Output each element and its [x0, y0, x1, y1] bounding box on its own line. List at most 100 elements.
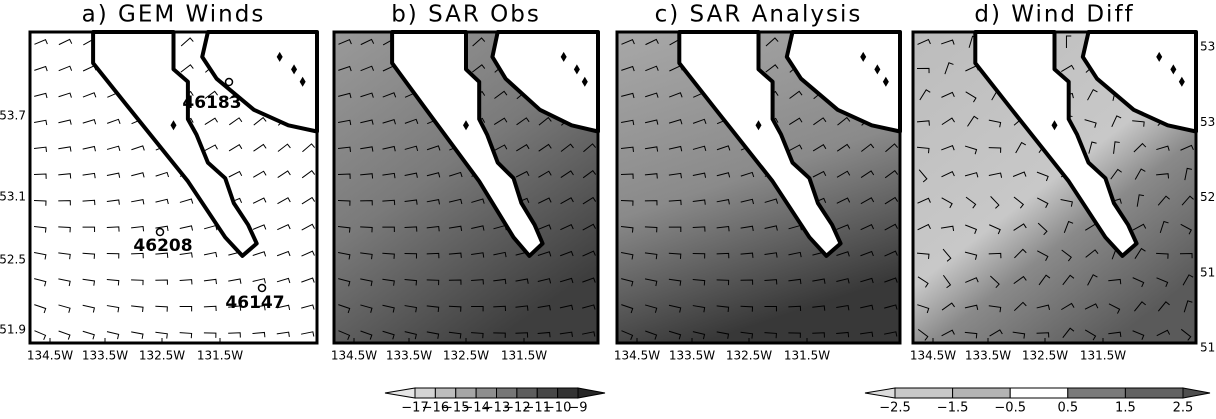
wind-barb	[668, 145, 683, 152]
wind-barb	[448, 279, 462, 285]
wind-barb	[253, 170, 267, 178]
wind-barb	[560, 197, 574, 205]
wind-barb	[82, 278, 96, 286]
wind-barb	[360, 330, 373, 340]
wind-barb	[1184, 167, 1192, 181]
wind-barb	[917, 304, 930, 314]
wind-barb	[1132, 120, 1145, 127]
wind-barb	[668, 252, 682, 259]
wind-barb	[472, 37, 486, 47]
wind-barb	[764, 198, 779, 204]
island	[860, 51, 867, 62]
wind-barb	[82, 119, 97, 125]
wind-barb	[965, 277, 979, 283]
wind-barb	[82, 145, 96, 152]
wind-barb	[337, 200, 351, 206]
wind-barb	[692, 172, 707, 178]
wind-barb	[426, 199, 440, 205]
wind-barb	[33, 173, 47, 179]
wind-barb	[941, 197, 953, 209]
y-tick-label: 53.7	[1200, 40, 1216, 54]
wind-barb	[426, 252, 440, 259]
wind-barb	[382, 330, 395, 340]
wind-barb	[106, 331, 120, 340]
wind-barb	[204, 117, 218, 125]
wind-barb	[34, 330, 47, 340]
wind-barb	[228, 170, 243, 178]
wind-barb	[338, 119, 352, 126]
wind-barb	[131, 305, 144, 313]
wind-barb	[884, 196, 899, 205]
wind-barb	[301, 304, 315, 310]
colorbar-label: −14	[462, 401, 489, 416]
wind-barb	[964, 145, 978, 155]
wind-barb	[382, 304, 395, 313]
wind-barb	[1134, 301, 1147, 312]
wind-barb	[203, 251, 218, 258]
wind-barb	[944, 62, 954, 75]
buoy-label: 46147	[225, 293, 284, 313]
wind-barb	[559, 304, 574, 311]
wind-barb	[836, 278, 850, 284]
wind-barb	[788, 278, 802, 285]
island	[1051, 120, 1058, 131]
wind-barb	[860, 223, 875, 231]
wind-barb	[34, 304, 47, 314]
wind-barb	[131, 252, 144, 259]
wind-barb	[1134, 168, 1146, 180]
wind-barb	[404, 172, 418, 178]
wind-barb	[179, 332, 193, 339]
wind-barb	[58, 38, 73, 46]
wind-barb	[836, 331, 850, 338]
wind-barb	[964, 304, 979, 311]
wind-barb	[916, 146, 930, 154]
wind-barb	[644, 146, 659, 152]
wind-barb	[836, 304, 850, 311]
wind-barb	[1037, 222, 1048, 236]
island	[276, 51, 283, 62]
wind-barb	[252, 224, 267, 230]
wind-barb	[860, 277, 874, 284]
wind-barb	[812, 278, 826, 284]
wind-barb	[301, 223, 315, 231]
wind-barb	[860, 170, 875, 178]
wind-barb	[82, 199, 96, 206]
wind-barb	[884, 170, 899, 179]
panel-title: a) GEM Winds	[82, 2, 266, 28]
wind-barb	[1180, 144, 1194, 151]
colorbar-label: −2.5	[879, 401, 911, 416]
wind-barb	[1036, 304, 1050, 310]
wind-barb	[989, 329, 1003, 337]
wind-barb	[404, 305, 418, 313]
wind-barb	[692, 279, 706, 286]
colorbar-box	[952, 387, 1011, 399]
wind-barb	[621, 92, 635, 99]
colorbar-label: −11	[524, 401, 551, 416]
wind-barb	[34, 252, 47, 260]
y-tick-label: 53.7	[0, 109, 26, 123]
wind-barb	[716, 225, 730, 232]
wind-barb	[382, 145, 396, 152]
colorbar-label: −10	[544, 401, 571, 416]
land	[677, 30, 843, 258]
wind-barb	[179, 252, 193, 258]
wind-barb	[941, 171, 955, 178]
colorbar-label: −13	[483, 401, 510, 416]
wind-barb	[692, 226, 706, 232]
wind-barb	[34, 39, 48, 45]
wind-barb	[58, 65, 73, 72]
colorbar: −2.5 −1.5 −0.5 0.5 1.5 2.5	[864, 387, 1211, 416]
wind-barb	[1062, 327, 1075, 339]
wind-barb	[58, 200, 71, 206]
wind-barb	[860, 197, 875, 205]
y-tick-label: 51.3	[1200, 341, 1216, 355]
wind-barb	[764, 225, 778, 231]
wind-barb	[560, 170, 574, 178]
wind-barb	[106, 279, 120, 286]
wind-barb	[301, 170, 316, 179]
wind-barb	[560, 250, 574, 257]
wind-barb	[716, 279, 730, 286]
wind-barb	[471, 279, 484, 285]
wind-barb	[1110, 168, 1122, 180]
wind-barb	[620, 226, 634, 233]
